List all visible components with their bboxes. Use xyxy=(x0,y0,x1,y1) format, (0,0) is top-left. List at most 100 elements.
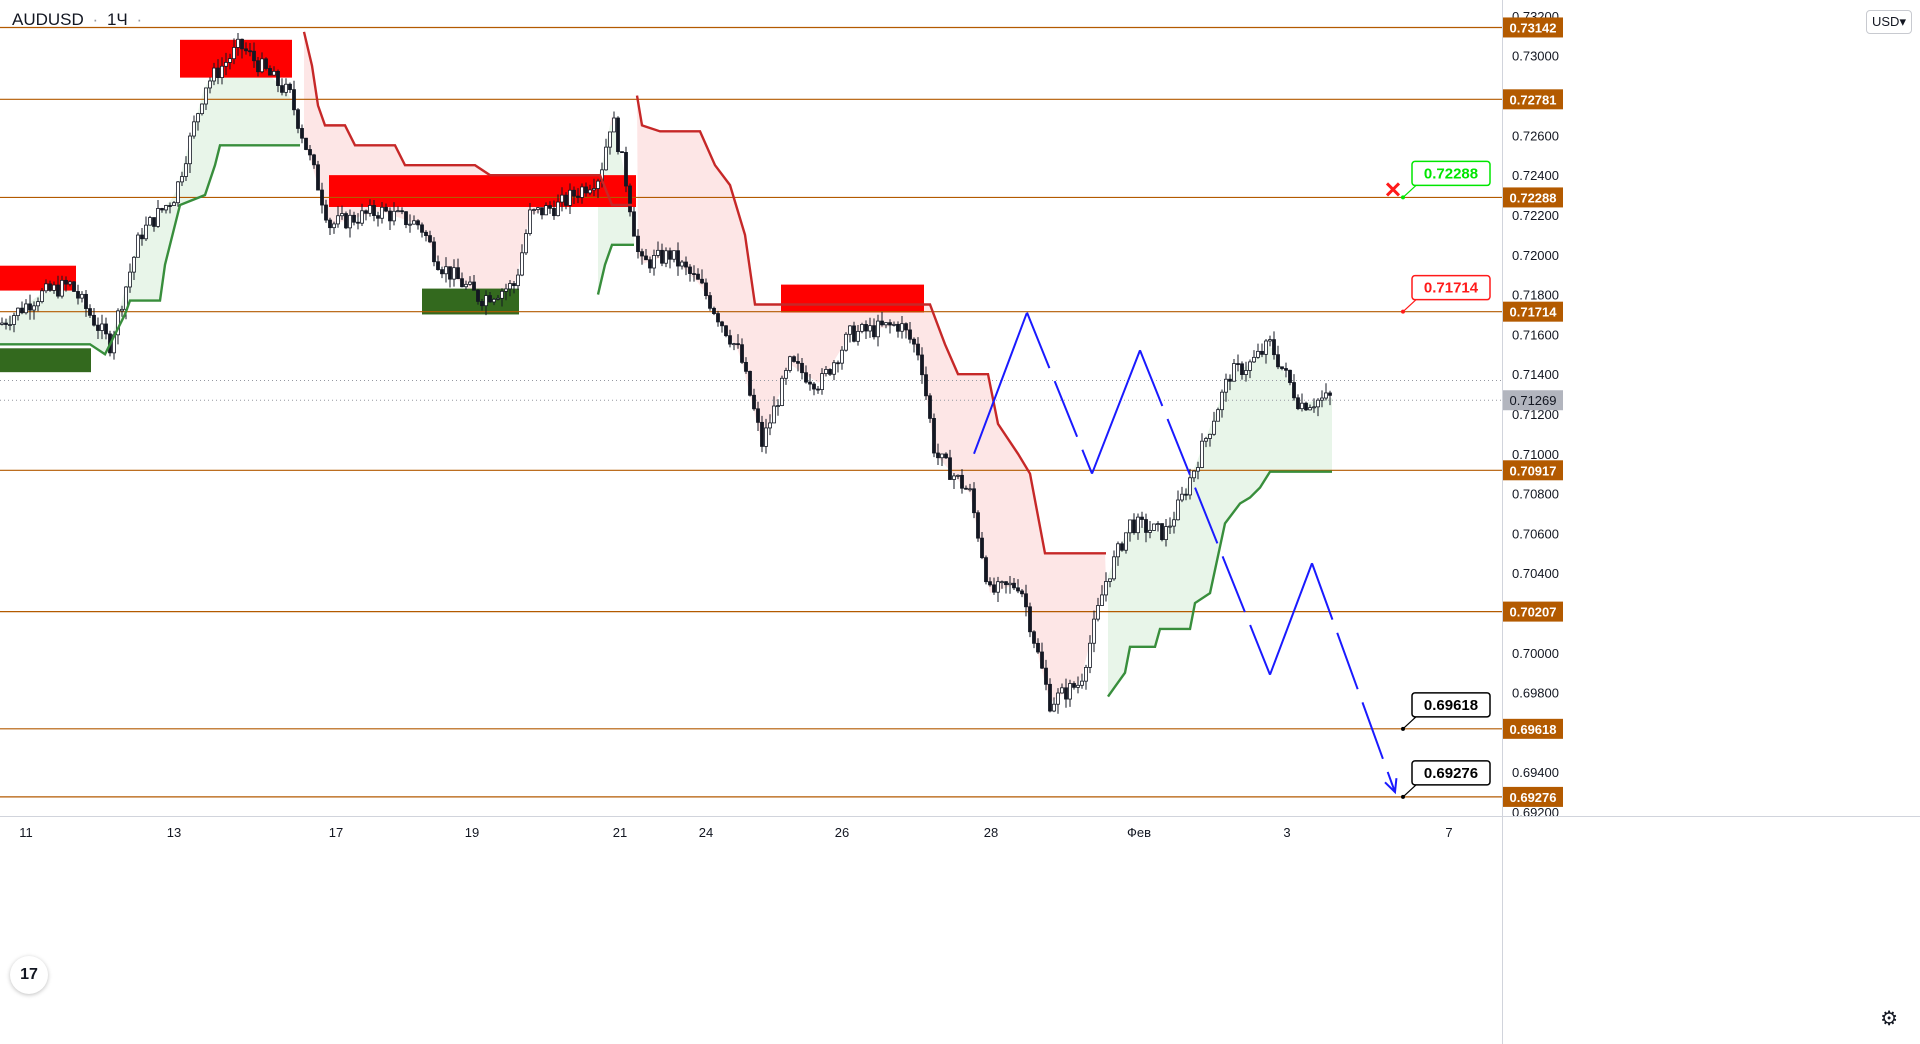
candle-body xyxy=(316,164,320,191)
candle-body xyxy=(956,474,960,477)
target-callout-box[interactable] xyxy=(1411,692,1491,718)
candle-body xyxy=(612,117,616,133)
candle-body xyxy=(1052,703,1056,712)
target-callout-box[interactable] xyxy=(1411,760,1491,786)
demand-zone[interactable] xyxy=(422,288,519,315)
price-tick-label: 0.70600 xyxy=(1512,526,1559,541)
timeframe-label[interactable]: 1Ч xyxy=(106,10,128,29)
level-price-tag[interactable] xyxy=(1503,187,1563,208)
price-tick-label: 0.71400 xyxy=(1512,367,1559,382)
candle-body xyxy=(652,255,656,269)
level-price-tag[interactable] xyxy=(1503,89,1563,110)
candle-body xyxy=(1152,523,1156,531)
candle-body xyxy=(1076,684,1080,688)
candle-body xyxy=(1276,354,1280,368)
candle-body xyxy=(924,374,928,397)
candle-body xyxy=(384,206,388,212)
candle-body xyxy=(952,475,956,480)
candle-body xyxy=(1120,543,1124,551)
time-axis[interactable]: 11 13 17 19 21 24 26 28 Фев 3 7 xyxy=(0,816,1920,841)
price-tick-label: 0.70000 xyxy=(1512,646,1559,661)
candle-body xyxy=(1140,516,1144,520)
candle-body xyxy=(256,60,260,73)
candle-body xyxy=(876,320,880,338)
bull-trailing-stop xyxy=(0,144,300,357)
candle-body xyxy=(840,349,844,364)
candle-body xyxy=(1088,642,1092,668)
candle-body xyxy=(408,223,412,226)
current-price-tag[interactable] xyxy=(1503,390,1563,411)
more-menu-icon[interactable]: · xyxy=(136,10,143,29)
candle-body xyxy=(1316,399,1320,408)
candle-body xyxy=(808,381,812,385)
candle-body xyxy=(492,298,496,303)
candle-body xyxy=(776,405,780,407)
candle-body xyxy=(312,154,316,166)
candle-body xyxy=(1308,407,1312,411)
candle-body xyxy=(1312,406,1316,409)
candle-body xyxy=(168,205,172,207)
price-tick-label: 0.71000 xyxy=(1512,447,1559,462)
candle-body xyxy=(1176,499,1180,521)
demand-zone[interactable] xyxy=(0,348,91,373)
candle-body xyxy=(164,205,168,211)
candle-body xyxy=(688,266,692,274)
candle-body xyxy=(880,320,884,326)
level-price-tag[interactable] xyxy=(1503,786,1563,807)
candle-body xyxy=(1028,606,1032,633)
level-price-tag-text: 0.69276 xyxy=(1510,790,1557,805)
candle-body xyxy=(1104,581,1108,596)
candle-body xyxy=(220,65,224,78)
candle-body xyxy=(352,214,356,223)
price-axis[interactable]: 0.732000.730000.728000.726000.724000.722… xyxy=(1502,0,1920,1044)
projection-segment xyxy=(1026,312,1093,475)
level-price-tag-text: 0.70207 xyxy=(1510,605,1557,620)
candle-body xyxy=(816,388,820,391)
candle-body xyxy=(96,324,100,331)
candle-body xyxy=(1324,392,1328,399)
candle-body xyxy=(1012,582,1016,589)
candle-body xyxy=(1108,578,1112,582)
supply-zone[interactable] xyxy=(781,284,924,313)
candle-body xyxy=(340,213,344,217)
currency-button[interactable]: USD▾ xyxy=(1866,10,1912,34)
candle-body xyxy=(904,323,908,331)
candle-body xyxy=(616,117,620,153)
candle-body xyxy=(1036,642,1040,653)
candle-body xyxy=(1248,361,1252,371)
symbol-header[interactable]: AUDUSD · 1Ч · xyxy=(12,10,146,30)
level-price-tag[interactable] xyxy=(1503,460,1563,481)
bull-trailing-stop xyxy=(596,243,634,295)
candle-body xyxy=(660,249,664,264)
candle-body xyxy=(604,146,608,171)
candle-body xyxy=(1256,350,1260,358)
level-price-tag[interactable] xyxy=(1503,718,1563,739)
supply-zone[interactable] xyxy=(0,265,76,291)
target-callout-box[interactable] xyxy=(1411,160,1491,187)
candle-body xyxy=(136,234,140,258)
candle-body xyxy=(820,373,824,390)
candle-body xyxy=(1236,363,1240,365)
candle-body xyxy=(380,206,384,219)
level-price-tag[interactable] xyxy=(1503,17,1563,38)
candle-body xyxy=(844,333,848,351)
candle-body xyxy=(704,282,708,297)
candle-body xyxy=(916,343,920,356)
candle-body xyxy=(976,512,980,539)
level-price-tag[interactable] xyxy=(1503,301,1563,322)
level-price-tag[interactable] xyxy=(1503,601,1563,622)
time-tick-label: 26 xyxy=(835,825,849,840)
candle-body xyxy=(648,259,652,269)
candle-body xyxy=(932,418,936,454)
candle-body xyxy=(772,405,776,424)
candle-body xyxy=(300,128,304,139)
candle-body xyxy=(780,377,784,406)
target-callout-box[interactable] xyxy=(1411,274,1491,301)
settings-gear-icon[interactable]: ⚙ xyxy=(1880,1008,1898,1030)
candle-body xyxy=(596,180,600,189)
candle-body xyxy=(324,204,328,221)
candle-body xyxy=(1268,339,1272,342)
candle-body xyxy=(1208,433,1212,439)
tradingview-logo-icon[interactable]: 17 xyxy=(10,956,48,994)
